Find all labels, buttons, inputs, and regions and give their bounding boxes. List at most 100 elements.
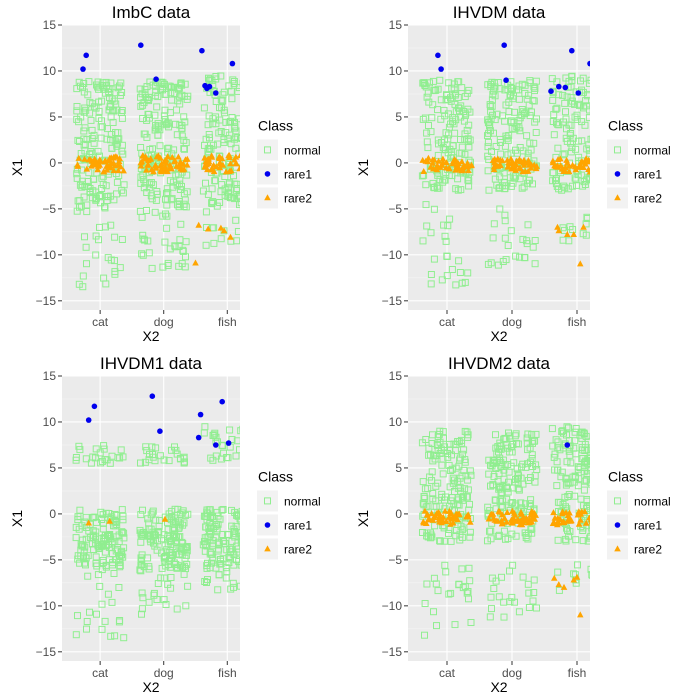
normal-point: [216, 515, 224, 523]
normal-point: [484, 167, 492, 175]
normal-point: [160, 531, 168, 539]
normal-point: [592, 506, 598, 512]
rare2-point: [555, 581, 563, 588]
normal-point: [203, 579, 210, 586]
normal-point: [153, 190, 161, 198]
legend: Class normal rare1 rare2: [607, 468, 671, 560]
legend-label: normal: [634, 143, 671, 157]
rare1-legend-symbol: [614, 171, 621, 177]
rare2-point: [560, 519, 568, 525]
normal-point: [241, 538, 247, 544]
rare2-point: [432, 512, 439, 519]
normal-point: [72, 456, 80, 464]
normal-point: [593, 152, 599, 158]
normal-point: [200, 104, 208, 112]
normal-point: [522, 534, 530, 542]
normal-point: [244, 159, 250, 165]
y-tick-label: 10: [43, 415, 57, 429]
rare2-point: [94, 161, 101, 168]
normal-point: [138, 250, 146, 258]
y-tick-label: −15: [36, 294, 57, 308]
points-layer: [72, 393, 248, 642]
rare2-point: [139, 152, 146, 159]
normal-point: [531, 437, 539, 445]
normal-point: [137, 144, 145, 151]
normal-point: [238, 135, 240, 142]
normal-point: [234, 228, 240, 235]
normal-point: [88, 100, 96, 108]
legend-title: Class: [608, 117, 643, 133]
rare2-point: [446, 507, 453, 514]
normal-point: [515, 486, 523, 494]
normal-point: [569, 134, 577, 142]
normal-point: [242, 537, 248, 543]
facet-title: ImbC data: [112, 3, 191, 22]
normal-point: [95, 114, 103, 122]
normal-point: [239, 537, 240, 545]
normal-point: [583, 470, 590, 477]
normal-point: [246, 78, 252, 84]
rare2-point: [577, 516, 584, 523]
normal-point: [530, 139, 538, 147]
normal-point: [98, 185, 106, 192]
normal-point: [217, 235, 225, 243]
normal-point: [167, 574, 175, 581]
normal-point: [208, 185, 216, 193]
legend-key: [257, 490, 278, 512]
normal-point: [245, 179, 251, 185]
normal-point: [169, 517, 177, 525]
normal-point: [549, 442, 557, 450]
normal-point: [496, 454, 504, 462]
rare2-point: [577, 260, 584, 267]
normal-point: [509, 441, 517, 448]
normal-point: [571, 437, 579, 445]
rare2-point: [110, 167, 118, 174]
normal-point: [164, 262, 172, 269]
normal-point: [79, 272, 87, 280]
legend: Class normal rare1 rare2: [257, 468, 321, 560]
y-tick-label: −10: [382, 248, 403, 262]
normal-point: [593, 237, 599, 243]
normal-point: [595, 495, 601, 501]
normal-point: [239, 216, 240, 224]
normal-point: [439, 470, 447, 478]
normal-point: [594, 128, 600, 134]
legend-title: Class: [258, 117, 293, 133]
normal-point: [458, 439, 466, 447]
normal-point: [209, 120, 217, 128]
rare2-point: [594, 515, 601, 521]
normal-point: [92, 560, 100, 567]
normal-point: [452, 90, 460, 98]
rare2-point: [554, 514, 562, 521]
normal-point: [530, 576, 538, 584]
normal-point: [137, 558, 145, 566]
normal-point: [508, 593, 516, 601]
normal-point: [458, 450, 466, 458]
normal-point: [98, 600, 106, 608]
normal-point: [246, 235, 252, 241]
normal-point: [112, 518, 120, 526]
normal-point: [106, 459, 114, 467]
normal-point: [151, 531, 159, 539]
normal-point: [137, 179, 145, 187]
normal-point: [241, 126, 247, 132]
normal-point: [554, 536, 562, 544]
normal-point: [449, 142, 457, 149]
rare2-point: [112, 153, 119, 160]
normal-point: [587, 533, 590, 541]
rare1-point: [438, 66, 444, 72]
normal-point: [427, 280, 435, 288]
normal-point: [500, 178, 508, 186]
normal-point: [85, 78, 93, 86]
normal-point: [421, 600, 429, 607]
normal-point: [495, 482, 503, 490]
rare2-point: [494, 517, 502, 524]
rare1-point: [564, 442, 571, 448]
normal-point: [119, 189, 127, 197]
normal-point: [586, 456, 590, 464]
normal-point: [451, 621, 459, 629]
normal-point: [212, 177, 219, 185]
rare2-point: [81, 155, 88, 162]
normal-point: [168, 195, 176, 203]
normal-point: [554, 568, 562, 576]
